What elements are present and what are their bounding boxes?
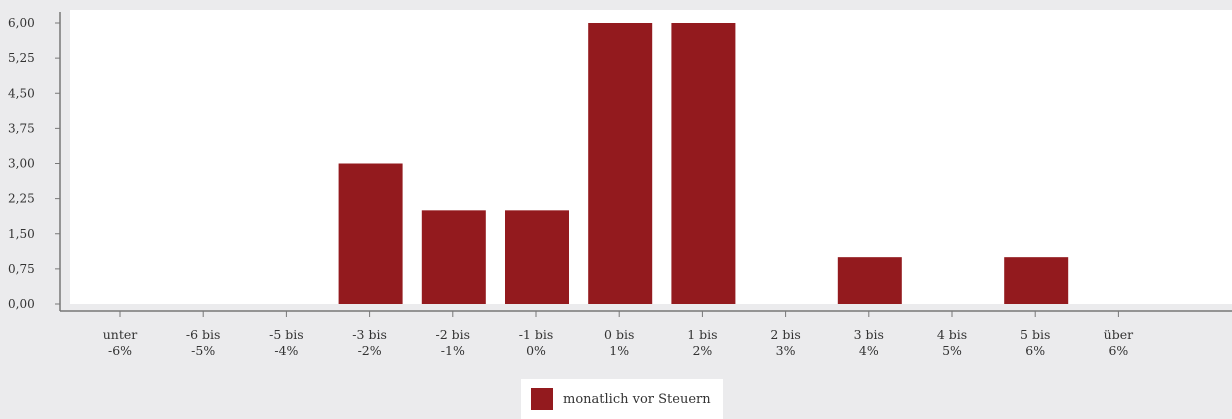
- y-tick-label: 3,75: [8, 121, 35, 135]
- x-tick-label: -5 bis: [269, 327, 304, 342]
- legend-label: monatlich vor Steuern: [563, 391, 711, 407]
- x-tick-label: über: [1104, 327, 1133, 342]
- x-tick-label: 5 bis: [1020, 327, 1050, 342]
- bar: [588, 23, 653, 304]
- bar: [837, 257, 902, 304]
- legend: monatlich vor Steuern: [521, 379, 723, 419]
- x-tick-label: 2%: [692, 343, 712, 358]
- bar: [1004, 257, 1069, 304]
- y-tick-label: 0,00: [8, 297, 35, 311]
- x-tick-label: -5%: [191, 343, 215, 358]
- bar: [671, 23, 736, 304]
- x-tick-label: -2%: [358, 343, 382, 358]
- y-tick-label: 6,00: [8, 16, 35, 30]
- bar: [505, 210, 569, 304]
- y-tick-label: 1,50: [8, 227, 35, 241]
- x-tick-label: 5%: [942, 343, 962, 358]
- x-tick-label: 2 bis: [770, 327, 800, 342]
- y-tick-label: 5,25: [8, 51, 35, 65]
- x-tick-label: unter: [103, 327, 138, 342]
- x-tick-label: -6 bis: [186, 327, 221, 342]
- x-tick-label: 1 bis: [687, 327, 717, 342]
- bar: [338, 163, 403, 304]
- x-tick-label: -1%: [441, 343, 465, 358]
- legend-swatch: [531, 388, 553, 410]
- y-tick-label: 0,75: [8, 262, 35, 276]
- x-tick-label: -6%: [108, 343, 132, 358]
- x-tick-label: -4%: [274, 343, 298, 358]
- y-tick-label: 3,00: [8, 157, 35, 171]
- x-tick-label: 6%: [1025, 343, 1045, 358]
- x-tick-label: -2 bis: [436, 327, 471, 342]
- y-tick-label: 4,50: [8, 86, 35, 100]
- y-tick-label: 2,25: [8, 192, 35, 206]
- x-tick-label: 6%: [1108, 343, 1128, 358]
- x-tick-label: 3%: [776, 343, 796, 358]
- x-tick-label: -1 bis: [519, 327, 554, 342]
- bar: [421, 210, 486, 304]
- x-tick-label: 3 bis: [854, 327, 884, 342]
- x-tick-label: 4 bis: [937, 327, 967, 342]
- x-tick-label: 0 bis: [604, 327, 634, 342]
- x-tick-label: 1%: [609, 343, 629, 358]
- x-tick-label: 0%: [526, 343, 546, 358]
- x-tick-label: -3 bis: [352, 327, 387, 342]
- x-tick-label: 4%: [859, 343, 879, 358]
